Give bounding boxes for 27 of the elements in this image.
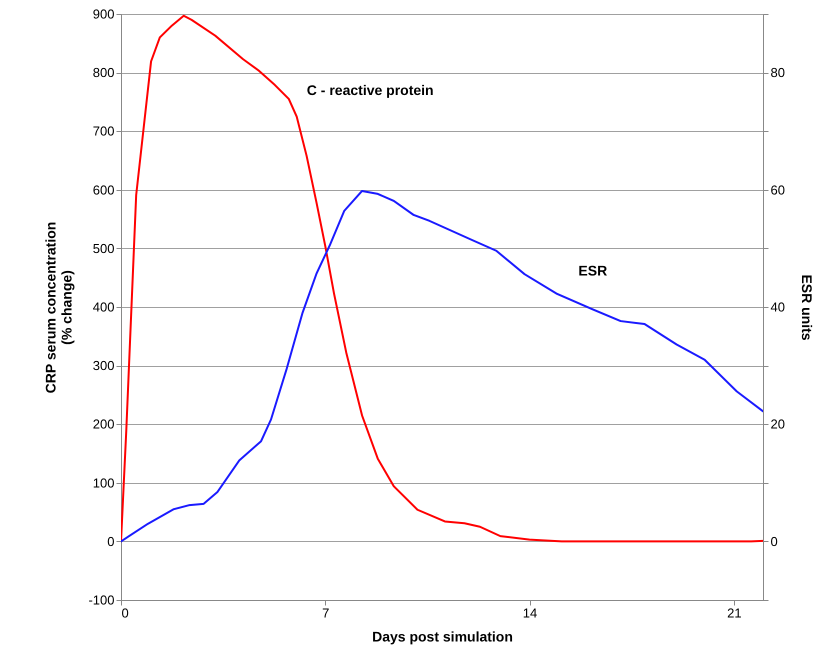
y-tick-label: 300 bbox=[92, 358, 114, 374]
y2-tick-label: 0 bbox=[770, 534, 778, 549]
y-tick-label: 100 bbox=[92, 475, 114, 490]
y-tick-label: 800 bbox=[92, 65, 114, 80]
x-tick-label: 0 bbox=[122, 606, 129, 620]
y-tick-label: 600 bbox=[92, 182, 114, 198]
y2-tick-label: 80 bbox=[770, 65, 785, 80]
line-series bbox=[121, 14, 763, 542]
y-tick-label: 400 bbox=[92, 300, 114, 314]
y-axis-title: CRP serum concentration (% change) bbox=[42, 222, 74, 394]
y-tick-label: 0 bbox=[107, 534, 114, 549]
y-tick-label: 500 bbox=[92, 240, 114, 256]
y2-tick-label: 60 bbox=[770, 182, 785, 198]
y2-axis-title: ESR units bbox=[798, 274, 815, 341]
y-tick-label: 700 bbox=[92, 124, 114, 139]
series-label: C - reactive protein bbox=[306, 82, 434, 98]
x-tick-label: 21 bbox=[727, 606, 742, 620]
x-tick-label: 14 bbox=[522, 606, 538, 620]
line-series bbox=[121, 190, 763, 542]
x-axis-title: Days post simulation bbox=[372, 628, 513, 644]
y-tick-label: 900 bbox=[92, 6, 114, 22]
x-tick-label: 7 bbox=[322, 606, 330, 620]
y-tick-label: -100 bbox=[88, 592, 114, 608]
series-label: ESR bbox=[578, 262, 608, 279]
y-tick-label: 200 bbox=[92, 416, 114, 432]
y2-tick-label: 20 bbox=[770, 416, 785, 432]
y2-tick-label: 40 bbox=[770, 300, 785, 314]
